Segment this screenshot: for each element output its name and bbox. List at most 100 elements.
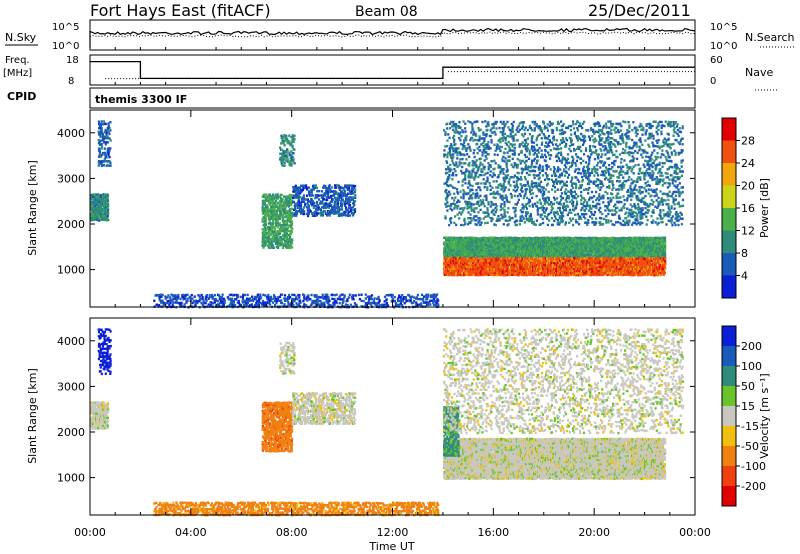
scatter-cell [465, 237, 468, 240]
scatter-cell [272, 218, 276, 221]
scatter-cell [286, 203, 289, 207]
scatter-cell [663, 251, 667, 254]
scatter-cell [472, 240, 475, 244]
scatter-cell [288, 244, 291, 247]
scatter-cell [293, 134, 296, 137]
scatter-cell [347, 184, 350, 188]
scatter-cell [100, 147, 103, 150]
scatter-cell [324, 194, 327, 197]
scatter-cell [283, 164, 286, 167]
scatter-cell [478, 255, 481, 259]
scatter-cell [335, 212, 338, 215]
scatter-cell [271, 244, 275, 247]
scatter-cell [339, 194, 343, 197]
scatter-cell [282, 206, 285, 209]
scatter-cell [282, 225, 285, 229]
scatter-cell [285, 159, 288, 163]
scatter-cell [272, 234, 275, 237]
scatter-cell [264, 243, 267, 247]
scatter-cell [264, 193, 267, 196]
scatter-cell [287, 240, 290, 243]
scatter-cell [292, 200, 295, 204]
scatter-cell [471, 236, 474, 239]
scatter-cell [463, 245, 466, 248]
scatter-cell [268, 199, 271, 202]
scatter-cell [458, 243, 461, 246]
scatter-cell [330, 196, 333, 199]
scatter-cell [278, 232, 282, 235]
scatter-cell [280, 158, 283, 161]
scatter-cell [324, 198, 327, 202]
scatter-cell [327, 206, 331, 209]
scatter-cell [300, 184, 303, 187]
scatter-cell [496, 250, 499, 254]
scatter-cell [283, 210, 286, 213]
scatter-cell [497, 255, 500, 259]
scatter-cell [263, 202, 266, 205]
scatter-cell [511, 244, 514, 248]
nsky-tick-low: 10^0 [52, 41, 79, 52]
scatter-cell [310, 190, 313, 194]
scatter-cell [281, 229, 284, 233]
scatter-cell [494, 253, 497, 257]
scatter-cell [483, 244, 486, 248]
scatter-cell [307, 190, 311, 193]
scatter-cell [92, 208, 95, 212]
scatter-cell [348, 186, 351, 190]
scatter-cell [449, 245, 452, 248]
scatter-cell [273, 197, 276, 200]
scatter-cell [316, 190, 319, 193]
scatter-cell [90, 200, 93, 203]
scatter-cell [279, 216, 282, 219]
scatter-cell [275, 211, 278, 214]
scatter-cell [297, 194, 300, 198]
scatter-cell [333, 190, 336, 193]
scatter-cell [98, 141, 101, 144]
scatter-cell [283, 234, 287, 237]
scatter-cell [344, 214, 348, 217]
scatter-cell [326, 214, 329, 217]
scatter-cell [299, 206, 303, 209]
scatter-cell [350, 198, 353, 202]
scatter-cell [352, 212, 355, 215]
scatter-cell [296, 210, 299, 213]
scatter-cell [275, 224, 278, 227]
scatter-cell [97, 164, 100, 167]
scatter-cell [280, 210, 283, 213]
scatter-cell [271, 220, 275, 223]
scatter-cell [93, 193, 96, 196]
scatter-cell [279, 203, 282, 206]
scatter-cell [336, 184, 339, 187]
scatter-cell [106, 141, 109, 144]
scatter-cell [279, 197, 283, 200]
scatter-cell [445, 238, 448, 242]
scatter-cell [322, 198, 325, 201]
scatter-cell [100, 161, 103, 165]
scatter-cell [507, 240, 510, 243]
scatter-cell [263, 238, 266, 241]
scatter-cell [488, 242, 491, 245]
scatter-cell [283, 199, 286, 202]
scatter-cell [99, 214, 103, 218]
scatter-cell [292, 196, 295, 200]
scatter-cell [283, 158, 286, 161]
scatter-cell [288, 211, 291, 214]
cpid-value: themis 3300 IF [95, 93, 187, 106]
scatter-cell [308, 210, 311, 214]
scatter-cell [306, 188, 309, 191]
scatter-cell [449, 236, 452, 240]
scatter-cell [271, 208, 274, 211]
scatter-cell [95, 203, 99, 207]
nsky-series [89, 27, 696, 48]
scatter-cell [328, 214, 331, 217]
scatter-cell [488, 246, 491, 250]
scatter-cell [274, 195, 277, 198]
scatter-cell [337, 202, 340, 205]
scatter-cell [338, 208, 342, 211]
scatter-cell [283, 223, 287, 227]
scatter-cell [269, 195, 272, 198]
scatter-cell [348, 200, 352, 203]
scatter-cell [292, 190, 296, 193]
scatter-cell [290, 201, 293, 205]
